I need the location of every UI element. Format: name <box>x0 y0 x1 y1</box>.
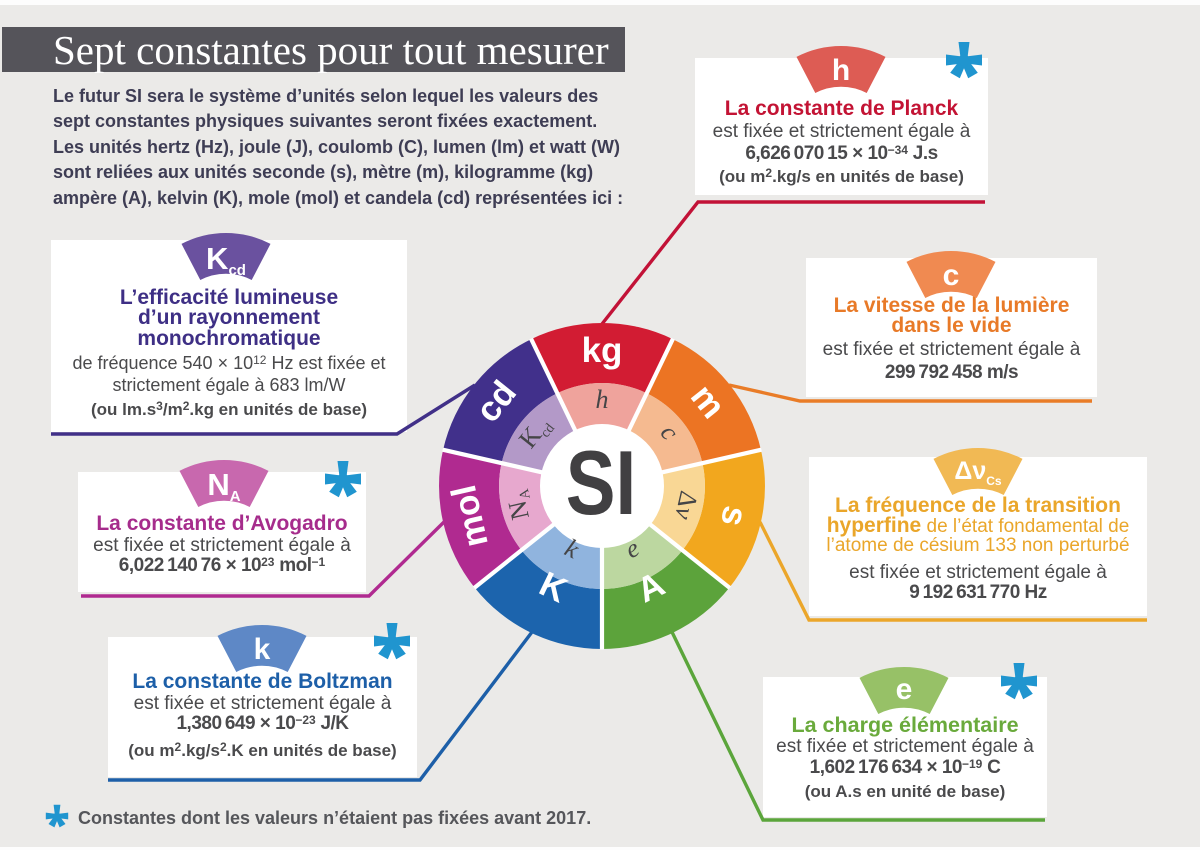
svg-text:s: s <box>713 502 755 530</box>
svg-text:NA: NA <box>500 486 538 522</box>
svg-text:SI: SI <box>566 432 637 534</box>
svg-text:m: m <box>683 377 733 426</box>
svg-text:A: A <box>631 564 671 610</box>
svg-text:K: K <box>533 564 573 610</box>
svg-text:Kcd: Kcd <box>513 411 558 456</box>
svg-text:Δv: Δv <box>669 488 704 522</box>
svg-text:e: e <box>621 533 644 564</box>
svg-text:k: k <box>560 533 583 564</box>
svg-text:h: h <box>596 385 609 414</box>
svg-text:cd: cd <box>468 373 524 429</box>
svg-text:mol: mol <box>444 481 496 550</box>
svg-text:kg: kg <box>582 331 623 370</box>
svg-text:c: c <box>655 419 685 446</box>
